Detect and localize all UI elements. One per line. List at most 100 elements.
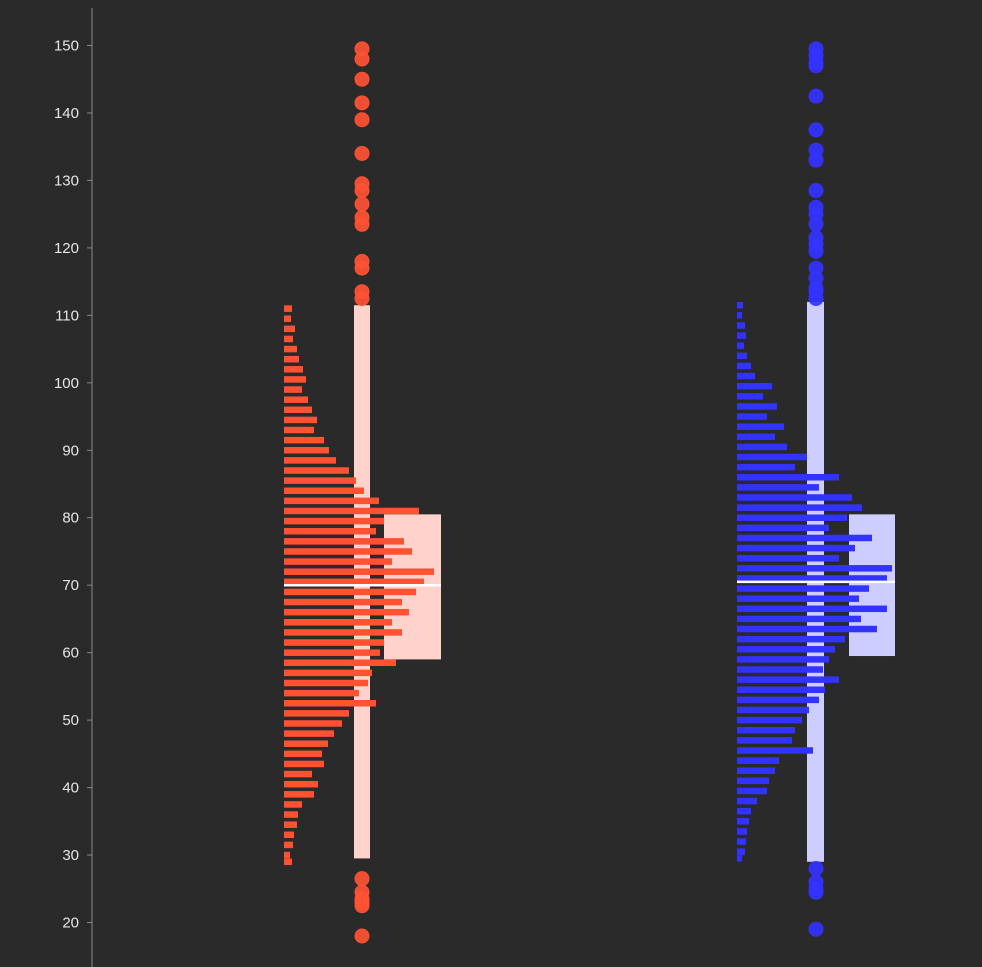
- histogram-bar: [284, 841, 293, 849]
- histogram-bar: [284, 426, 314, 434]
- series-1: [284, 41, 441, 944]
- histogram-bar: [284, 447, 329, 454]
- histogram-bar: [284, 750, 322, 758]
- histogram-bar: [737, 534, 872, 542]
- histogram-bar: [284, 821, 297, 828]
- y-tick-label: 90: [62, 442, 79, 459]
- outlier-point: [808, 884, 824, 900]
- histogram-bar: [284, 851, 290, 859]
- histogram-bar: [284, 568, 434, 575]
- y-tick-label: 40: [62, 780, 79, 797]
- histogram-bar: [737, 818, 749, 825]
- histogram-bar: [737, 595, 859, 602]
- histogram-bar: [284, 608, 409, 616]
- histogram-bar: [737, 575, 887, 582]
- outlier-point: [808, 183, 824, 199]
- histogram-bar: [284, 858, 292, 866]
- histogram-bar: [737, 484, 819, 491]
- histogram-bar: [737, 747, 813, 754]
- histogram-bar: [284, 457, 336, 464]
- outlier-point: [808, 122, 824, 138]
- histogram-bar: [737, 716, 802, 724]
- histogram-bar: [284, 325, 295, 333]
- histogram-bar: [737, 494, 852, 501]
- histogram-bar: [284, 801, 302, 808]
- histogram-bar: [284, 730, 334, 737]
- histogram-bar: [737, 322, 745, 329]
- histogram-bar: [737, 524, 829, 532]
- histogram-bar: [284, 639, 384, 646]
- histogram-bar: [737, 635, 845, 643]
- outlier-point: [808, 216, 824, 232]
- histogram-bar: [284, 477, 356, 484]
- histogram-bar: [737, 433, 775, 441]
- histogram-bar: [284, 710, 349, 717]
- y-tick-label: 50: [62, 712, 79, 729]
- histogram-bar: [284, 791, 314, 798]
- histogram-bar: [284, 315, 291, 322]
- histogram-bar: [737, 463, 795, 471]
- histogram-bar: [737, 848, 745, 855]
- outlier-point: [808, 921, 824, 937]
- histogram-bar: [737, 797, 757, 805]
- histogram-bar: [284, 376, 306, 383]
- histogram-bar: [284, 497, 379, 505]
- histogram-bar: [737, 352, 747, 360]
- histogram-bar: [284, 700, 376, 707]
- histogram-bar: [284, 345, 297, 353]
- histogram-bar: [284, 780, 318, 788]
- histogram-bar: [737, 342, 744, 349]
- y-tick-label: 80: [62, 510, 79, 527]
- histogram-bar: [284, 669, 372, 677]
- iqr-box: [384, 514, 441, 660]
- histogram-bar: [737, 301, 743, 309]
- histogram-bar: [737, 372, 755, 380]
- histogram-bar: [737, 413, 767, 420]
- histogram-bar: [284, 416, 317, 424]
- histogram-bar: [737, 855, 742, 862]
- y-tick-label: 150: [54, 38, 79, 55]
- histogram-bar: [284, 629, 402, 636]
- histogram-bar: [284, 527, 376, 535]
- histogram-bar: [284, 831, 294, 839]
- histogram-bar: [284, 811, 298, 818]
- histogram-bar: [737, 686, 825, 694]
- histogram-bar: [284, 517, 384, 525]
- histogram-bar: [737, 332, 746, 339]
- histogram-bar: [284, 679, 368, 687]
- outlier-point: [354, 112, 370, 128]
- histogram-bar: [737, 807, 751, 815]
- histogram-bar: [284, 578, 424, 586]
- histogram-bar: [737, 777, 769, 785]
- histogram-bar: [284, 366, 303, 373]
- outlier-point: [354, 871, 370, 887]
- outlier-point: [354, 95, 370, 111]
- histogram-bar: [284, 305, 292, 312]
- y-tick-label: 110: [55, 307, 79, 324]
- outlier-point: [808, 152, 824, 168]
- histogram-bar: [737, 696, 819, 704]
- histogram-bar: [737, 423, 784, 430]
- histogram-bar: [284, 598, 402, 606]
- outlier-point: [354, 145, 370, 161]
- y-tick-label: 100: [54, 375, 79, 392]
- histogram-bar: [737, 585, 869, 592]
- outlier-point: [354, 260, 370, 276]
- histogram-bar: [737, 565, 892, 572]
- outlier-point: [354, 196, 370, 212]
- y-tick-label: 20: [62, 915, 79, 932]
- histogram-bar: [737, 676, 839, 683]
- outlier-point: [808, 58, 824, 74]
- histogram-bar: [737, 605, 887, 613]
- histogram-bar: [284, 619, 392, 626]
- y-axis: 20 30 40 50 60 70 80 90 100 110 120 130 140 150: [54, 8, 93, 967]
- histogram-bar: [284, 406, 312, 414]
- y-tick-label: 30: [62, 847, 79, 864]
- histogram-bar: [284, 760, 324, 768]
- series-layer: [284, 41, 895, 944]
- histogram-bar: [284, 548, 412, 555]
- outlier-point: [808, 861, 824, 877]
- histogram-bar: [737, 403, 777, 410]
